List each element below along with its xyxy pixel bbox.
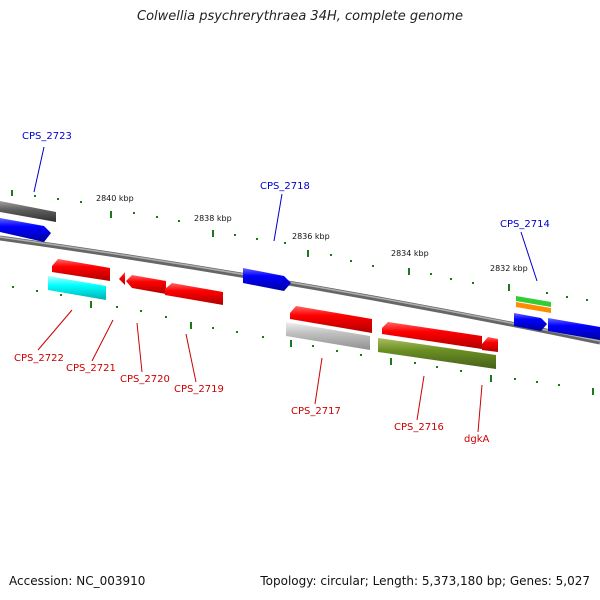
map-title: Colwellia psychrerythraea 34H, complete … [137, 9, 463, 24]
gene-dgka[interactable] [482, 337, 498, 352]
gene-cps-2717[interactable] [286, 306, 372, 350]
label-cps-2720: CPS_2720 [120, 374, 170, 385]
label-cps-2718: CPS_2718 [260, 181, 310, 192]
gene-cps-2719[interactable] [165, 283, 223, 305]
label-cps-2717: CPS_2717 [291, 406, 341, 417]
tick-label-2834: 2834 kbp [391, 249, 429, 258]
gene-forward-blue-left[interactable] [0, 218, 51, 242]
accession-text: Accession: NC_003910 [9, 574, 146, 588]
label-cps-2716: CPS_2716 [394, 422, 444, 433]
inner-tick-ring [12, 286, 594, 395]
gene-forward-blue-right[interactable] [514, 313, 600, 340]
tick-label-2832: 2832 kbp [490, 264, 528, 273]
tick-label-2840: 2840 kbp [96, 194, 134, 203]
gene-cps-2716[interactable] [378, 322, 496, 369]
label-cps-2721: CPS_2721 [66, 363, 116, 374]
outer-tick-ring [11, 190, 588, 301]
gene-cps-2723[interactable] [0, 201, 56, 222]
label-dgka: dgkA [464, 434, 489, 445]
label-cps-2723: CPS_2723 [22, 131, 72, 142]
genome-summary: Topology: circular; Length: 5,373,180 bp… [260, 574, 590, 588]
gene-cps-2720[interactable] [126, 275, 166, 294]
gene-cps-2718[interactable] [243, 268, 291, 291]
gene-cps-2714[interactable] [516, 296, 551, 313]
gene-cps-2722[interactable] [48, 259, 110, 300]
label-cps-2719: CPS_2719 [174, 384, 224, 395]
gene-cps-2721[interactable] [119, 272, 125, 285]
leader-lines [33, 146, 538, 433]
label-cps-2722: CPS_2722 [14, 353, 64, 364]
tick-label-2836: 2836 kbp [292, 232, 330, 241]
tick-label-2838: 2838 kbp [194, 214, 232, 223]
label-cps-2714: CPS_2714 [500, 219, 550, 230]
